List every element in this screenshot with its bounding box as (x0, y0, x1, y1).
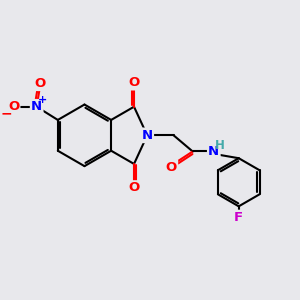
Text: N: N (31, 100, 42, 113)
Text: O: O (166, 160, 177, 173)
Text: O: O (8, 100, 19, 113)
Text: +: + (38, 95, 47, 105)
Text: F: F (234, 211, 243, 224)
Text: −: − (1, 106, 13, 120)
Text: N: N (142, 129, 153, 142)
Text: O: O (128, 182, 140, 194)
Text: O: O (128, 76, 140, 89)
Text: H: H (215, 139, 225, 152)
Text: N: N (208, 145, 219, 158)
Text: O: O (34, 77, 45, 90)
